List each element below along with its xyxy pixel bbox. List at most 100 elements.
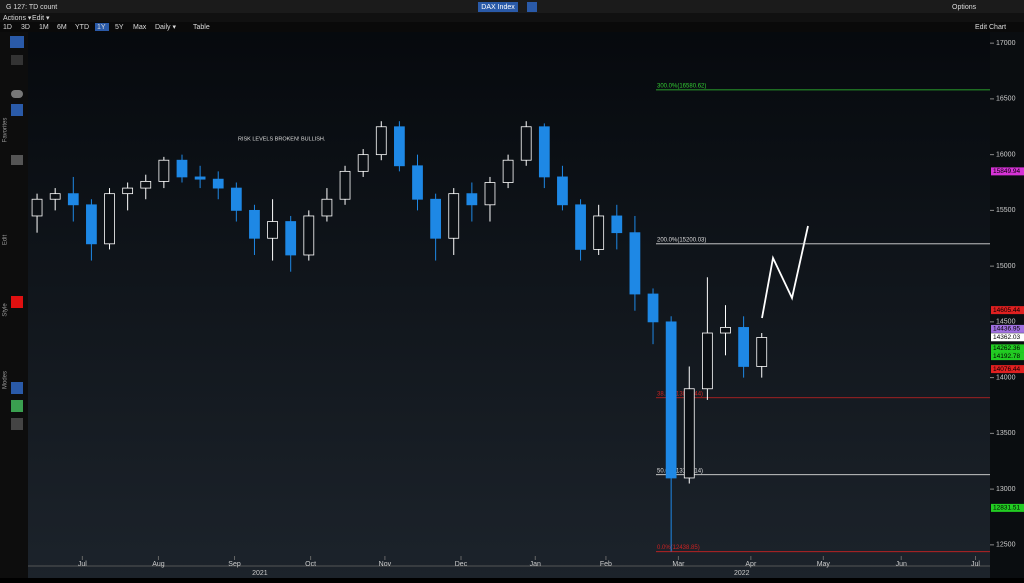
price-tag-label: 14076.44 — [993, 366, 1020, 373]
x-tick-label: Mar — [672, 561, 685, 568]
price-tag — [991, 324, 1024, 333]
x-tick-label: Nov — [379, 561, 392, 568]
projection-path — [761, 225, 809, 319]
x-tick-label: Apr — [745, 561, 757, 568]
options[interactable]: Options — [952, 4, 977, 11]
security[interactable]: DAX Index — [481, 4, 515, 11]
tool-icon[interactable] — [11, 382, 23, 394]
x-tick-label: Jul — [971, 561, 980, 568]
tool-icon[interactable] — [11, 104, 23, 116]
price-tag — [991, 352, 1024, 361]
candle-body — [683, 388, 695, 479]
candle-body — [31, 198, 43, 217]
candle-body — [738, 327, 749, 367]
candle-body — [122, 187, 134, 195]
fib-label: 200.0%(15200.03) — [657, 237, 706, 243]
tool-icon[interactable] — [11, 418, 23, 430]
price-tag — [991, 306, 1024, 315]
price-tag — [991, 167, 1024, 176]
tool-icon[interactable] — [11, 90, 23, 98]
edit-chart[interactable]: Edit Chart — [975, 24, 1006, 31]
security-button[interactable] — [527, 2, 537, 12]
range-button[interactable]: 1Y — [97, 24, 106, 31]
candle-body — [629, 232, 641, 295]
security-box[interactable] — [478, 2, 518, 12]
y-tick-label: 12500 — [996, 542, 1016, 549]
fib-label: 300.0%(16580.62) — [657, 83, 706, 89]
price-tag-label: 14436.95 — [993, 326, 1020, 333]
candle-body — [466, 193, 478, 206]
x-tick-label: Jun — [896, 561, 907, 568]
y-tick-label: 15000 — [996, 263, 1016, 270]
candle-body — [176, 159, 188, 178]
fib-label: 0.0%(12438.85) — [657, 545, 700, 551]
candle-body — [575, 204, 586, 250]
range-button[interactable]: Max — [133, 24, 147, 31]
menu[interactable]: Edit ▾ — [32, 15, 50, 22]
y-tick-label: 16000 — [996, 151, 1016, 158]
x-tick-label: Dec — [455, 561, 468, 568]
range-button[interactable]: 3D — [21, 24, 30, 31]
candle-body — [756, 337, 768, 367]
fib-label: 50.0%(13129.14) — [657, 468, 703, 474]
tool-icon[interactable] — [11, 55, 23, 65]
candle-body — [267, 221, 278, 239]
tool-icon[interactable] — [11, 400, 23, 412]
x-tick-label: Aug — [152, 561, 165, 568]
candle-body — [212, 178, 224, 189]
candle-body — [538, 126, 550, 178]
tool-icon[interactable] — [10, 36, 24, 48]
candle-body — [158, 159, 170, 182]
menu[interactable]: Actions ▾ — [3, 15, 32, 22]
price-tag-label: 14262.36 — [993, 345, 1020, 352]
range-button[interactable]: 1M — [39, 24, 49, 31]
range-button[interactable]: 1D — [3, 24, 12, 31]
range-bar — [0, 22, 1024, 32]
candle-body — [502, 159, 514, 183]
candle-body — [49, 193, 61, 200]
year-label: 2022 — [734, 570, 750, 577]
window-title: G 127: TD count — [6, 4, 57, 11]
candle-body — [647, 293, 659, 323]
candle-body — [701, 332, 713, 390]
range-button[interactable]: YTD — [75, 24, 89, 31]
candle-body — [194, 176, 206, 180]
price-tag — [991, 333, 1024, 342]
range-selected — [95, 23, 109, 31]
range-button[interactable]: 6M — [57, 24, 67, 31]
x-tick-label: Jul — [78, 561, 87, 568]
x-tick-label: Sep — [228, 561, 241, 568]
x-tick-label: Jan — [530, 561, 541, 568]
candle-body — [520, 126, 532, 161]
price-tag — [991, 503, 1024, 512]
candle-body — [394, 126, 405, 167]
year-label: 2021 — [252, 570, 268, 577]
range-button[interactable]: Table — [193, 24, 210, 31]
x-tick-label: Oct — [305, 561, 316, 568]
candle-body — [448, 193, 460, 239]
range-button[interactable]: 5Y — [115, 24, 124, 31]
price-tag-label: 15849.94 — [993, 168, 1020, 175]
y-tick-label: 14000 — [996, 374, 1016, 381]
price-tag — [991, 365, 1024, 374]
tool-icon[interactable] — [11, 296, 23, 308]
price-tag — [991, 344, 1024, 353]
range-button[interactable]: Daily ▾ — [155, 24, 177, 31]
y-tick-label: 14500 — [996, 319, 1016, 326]
y-tick-label: 16500 — [996, 96, 1016, 103]
tool-icons — [10, 36, 24, 430]
candle-body — [86, 204, 97, 245]
price-tag-label: 14362.03 — [993, 334, 1020, 341]
price-tag-label: 14192.78 — [993, 353, 1020, 360]
candle-body — [303, 215, 315, 256]
candle-body — [140, 180, 152, 189]
annotation: RISK LEVELS BROKEN! BULLISH. — [238, 136, 326, 142]
candle-body — [249, 209, 260, 239]
tool-icon[interactable] — [11, 155, 23, 165]
candle-body — [484, 182, 496, 206]
y-tick-label: 17000 — [996, 40, 1016, 47]
y-tick-label: 13500 — [996, 430, 1016, 437]
candle-body — [339, 170, 351, 200]
candle-body — [375, 126, 387, 156]
